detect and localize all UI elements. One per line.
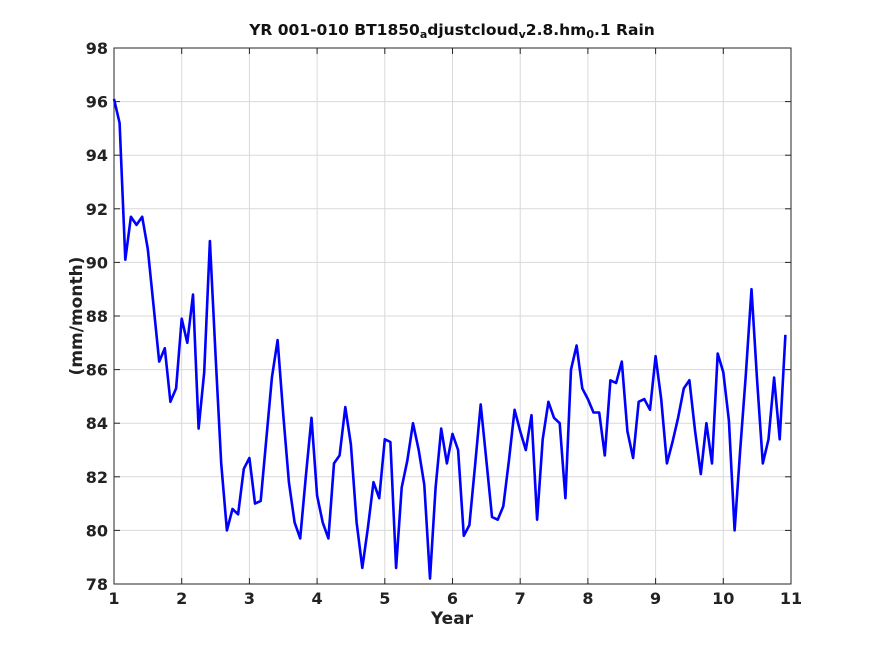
x-tick-label: 5 [379,589,390,608]
y-tick-label: 98 [86,39,108,58]
y-tick-label: 84 [86,414,108,433]
x-tick-label: 3 [244,589,255,608]
y-axis-label: (mm/month) [67,257,87,376]
y-tick-label: 94 [86,146,108,165]
x-tick-label: 7 [515,589,526,608]
chart-title: YR 001-010 BT1850adjustcloudv2.8.hm0.1 R… [248,21,655,41]
y-tick-label: 82 [86,468,108,487]
x-axis-label: Year [430,609,474,629]
x-tick-label: 9 [650,589,661,608]
y-tick-label: 96 [86,93,108,112]
series-line-rain [112,98,787,580]
y-tick-label: 78 [86,575,108,594]
tick-marks [113,47,792,585]
title-segment: 2.8.hm [526,21,587,39]
title-segment: a [420,28,427,41]
x-tick-label: 2 [176,589,187,608]
y-tick-label: 80 [86,521,108,540]
x-tick-labels: 1 2 3 4 5 6 7 8 9 10 11 [108,589,802,608]
y-tick-label: 92 [86,200,108,219]
title-segment: YR 001-010 BT1850 [248,21,420,39]
x-tick-label: 4 [312,589,323,608]
y-tick-label: 88 [86,307,108,326]
y-tick-label: 90 [86,253,108,272]
x-tick-label: 6 [447,589,458,608]
x-tick-label: 11 [780,589,802,608]
y-tick-labels: 78 80 82 84 86 88 90 92 94 96 98 [86,39,108,594]
title-segment: v [519,28,527,41]
x-tick-label: 1 [108,589,119,608]
title-segment: .1 Rain [594,21,655,39]
x-tick-label: 10 [712,589,734,608]
x-tick-label: 8 [582,589,593,608]
title-segment: 0 [586,28,594,41]
title-segment: djustcloud [427,21,518,39]
y-tick-label: 86 [86,361,108,380]
